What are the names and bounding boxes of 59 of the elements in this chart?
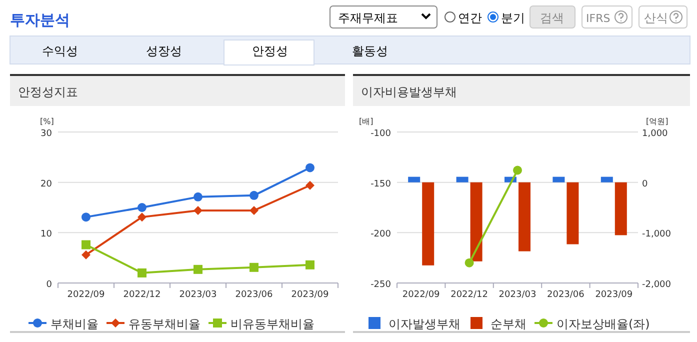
text: 검색 [540,11,564,25]
y2-axis-title: [억원] [646,117,668,126]
text: 주재무제표 [338,11,398,25]
y-tick-label: -250 [370,280,392,290]
legend-label: 유동부채비율 [128,317,200,331]
legend-label: 비유동부채비율 [230,317,314,331]
legend-label: 순부채 [490,317,526,331]
x-tick-label: 2023/03 [179,290,217,300]
x-tick-label: 2023/06 [235,290,273,300]
y-axis-title: [배] [359,117,374,126]
y-tick-label: 30 [40,129,52,139]
text: IFRS [586,12,610,25]
point [138,212,146,222]
point [250,190,258,200]
point [82,240,90,250]
y-tick-label: 10 [40,230,52,240]
point [306,260,314,270]
point [306,180,314,190]
point [194,192,202,202]
text: 활동성 [352,44,388,58]
x-tick-label: 2023/09 [595,290,633,300]
x-tick-label: 2022/09 [67,290,105,300]
text: 산식 [644,11,668,25]
y-tick-label: 0 [46,280,52,290]
text: 수익성 [42,44,78,58]
y-axis-title: [%] [40,117,54,126]
point [138,268,146,278]
point [306,163,314,172]
y-tick-label: -200 [370,230,392,240]
legend-label: 부채비율 [50,317,98,331]
y2-tick-label: -2,000 [642,280,672,290]
point [82,212,90,222]
text: 안정성 [252,44,288,58]
x-tick-label: 2022/12 [450,290,488,300]
text: 분기 [501,11,525,25]
chart-title: 안정성지표 [18,85,78,99]
point [250,206,258,216]
point [194,206,202,216]
y-tick-label: -150 [370,179,392,190]
x-tick-label: 2023/09 [291,290,329,300]
y-tick-label: -100 [370,129,392,139]
text: 연간 [458,11,482,25]
y2-tick-label: 0 [642,179,648,190]
y-tick-label: 20 [40,179,52,190]
legend-label: 이자보상배율(좌) [556,317,650,331]
text: 성장성 [146,44,182,58]
x-tick-label: 2023/06 [547,290,585,300]
chart-title: 이자비용발생부채 [361,85,457,99]
point [138,203,146,212]
y2-tick-label: 1,000 [642,129,668,139]
x-tick-label: 2022/12 [123,290,161,300]
legend-label: 이자발생부채 [388,317,460,331]
text: 투자분석 [10,11,70,29]
x-tick-label: 2023/03 [498,290,536,300]
point [194,264,202,274]
y2-tick-label: -1,000 [642,230,672,240]
point [82,250,90,260]
point [250,262,258,272]
x-tick-label: 2022/09 [402,290,440,300]
